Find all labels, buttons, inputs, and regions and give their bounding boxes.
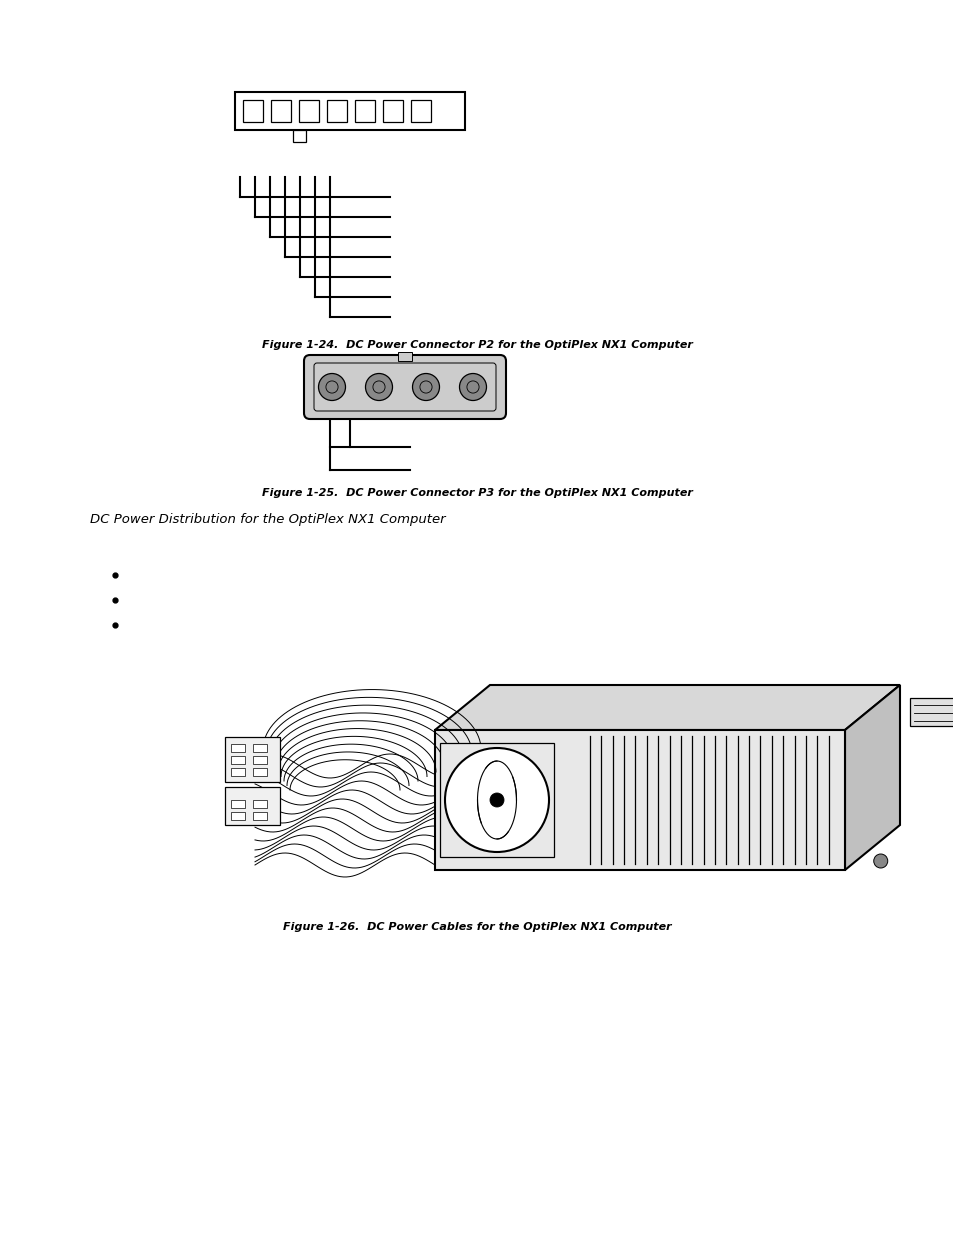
Text: DC Power Distribution for the OptiPlex NX1 Computer: DC Power Distribution for the OptiPlex N…: [90, 514, 445, 526]
Bar: [234, 91, 464, 130]
Text: Figure 1-25.  DC Power Connector P3 for the OptiPlex NX1 Computer: Figure 1-25. DC Power Connector P3 for t…: [261, 488, 692, 498]
Circle shape: [373, 380, 385, 393]
Bar: [253, 800, 267, 808]
Bar: [231, 768, 245, 776]
FancyBboxPatch shape: [314, 363, 496, 411]
Bar: [397, 352, 412, 361]
Bar: [243, 100, 263, 122]
Polygon shape: [844, 685, 899, 869]
Circle shape: [466, 380, 478, 393]
Bar: [231, 756, 245, 764]
Bar: [253, 756, 267, 764]
Bar: [355, 100, 375, 122]
Polygon shape: [435, 685, 899, 730]
Bar: [253, 743, 267, 752]
Text: Figure 1-24.  DC Power Connector P2 for the OptiPlex NX1 Computer: Figure 1-24. DC Power Connector P2 for t…: [261, 340, 692, 350]
Circle shape: [412, 373, 439, 400]
Circle shape: [365, 373, 392, 400]
Bar: [439, 742, 554, 857]
Circle shape: [873, 853, 887, 868]
Circle shape: [459, 373, 486, 400]
Bar: [231, 811, 245, 820]
Bar: [411, 100, 431, 122]
FancyBboxPatch shape: [304, 354, 505, 419]
Circle shape: [318, 373, 345, 400]
Bar: [909, 698, 953, 726]
Bar: [231, 743, 245, 752]
Text: Figure 1-26.  DC Power Cables for the OptiPlex NX1 Computer: Figure 1-26. DC Power Cables for the Opt…: [282, 923, 671, 932]
Circle shape: [326, 380, 337, 393]
Bar: [327, 100, 347, 122]
Circle shape: [444, 748, 548, 852]
Bar: [382, 100, 402, 122]
Circle shape: [490, 793, 503, 806]
Bar: [253, 768, 267, 776]
Bar: [231, 800, 245, 808]
Bar: [271, 100, 291, 122]
Polygon shape: [435, 730, 844, 869]
Bar: [225, 787, 280, 825]
Circle shape: [419, 380, 432, 393]
Bar: [298, 100, 318, 122]
Bar: [293, 130, 306, 142]
Bar: [253, 811, 267, 820]
Bar: [225, 737, 280, 782]
